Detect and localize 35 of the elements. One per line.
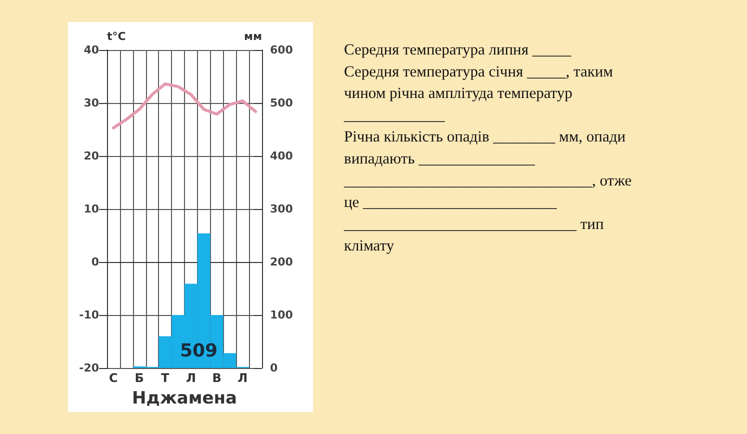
text: _____________: [343, 106, 445, 124]
line-series: [112, 82, 258, 130]
y-tick-label: -10: [79, 308, 100, 322]
y2-tick-label: 600: [270, 44, 294, 56]
y-axis-title: t°C: [107, 30, 126, 43]
x-tick-label: Б: [134, 371, 144, 385]
text: клімату: [344, 238, 394, 255]
text: це _________________________: [344, 194, 558, 212]
y2-tick-label: 500: [270, 96, 294, 110]
y-tick-label: 10: [84, 202, 100, 216]
text: чином річна амплітуда температур: [344, 85, 573, 102]
text: ________________________________, отже: [343, 172, 632, 190]
text: Середня температура липня _____: [344, 42, 572, 58]
text: ______________________________ тип: [343, 216, 604, 233]
x-tick-label: Л: [186, 371, 196, 385]
x-axis-title: Нджамена: [132, 388, 237, 408]
y-tick-label: 30: [84, 96, 100, 110]
text: Річна кількість опадів ________ мм, опади: [344, 128, 626, 146]
y2-tick-label: 0: [270, 362, 278, 374]
y-tick-label: -20: [79, 362, 100, 374]
x-tick-label: Л: [238, 371, 248, 385]
annotation: 509: [180, 340, 218, 362]
y2-tick-label: 100: [270, 308, 294, 322]
y-tick-label: 40: [84, 44, 100, 56]
x-tick-label: С: [109, 371, 118, 385]
text: Середня температура січня _____, таким: [344, 63, 614, 80]
y-tick-label: 20: [84, 150, 100, 162]
y2-tick-label: 300: [270, 202, 294, 216]
text: випадають _______________: [344, 150, 536, 168]
y2-tick-label: 400: [270, 150, 294, 162]
x-tick-label: В: [212, 371, 222, 385]
y2-axis-title: мм: [244, 30, 262, 43]
x-tick-label: Т: [161, 371, 170, 385]
y2-tick-label: 200: [270, 256, 294, 268]
y-tick-label: 0: [91, 256, 100, 268]
